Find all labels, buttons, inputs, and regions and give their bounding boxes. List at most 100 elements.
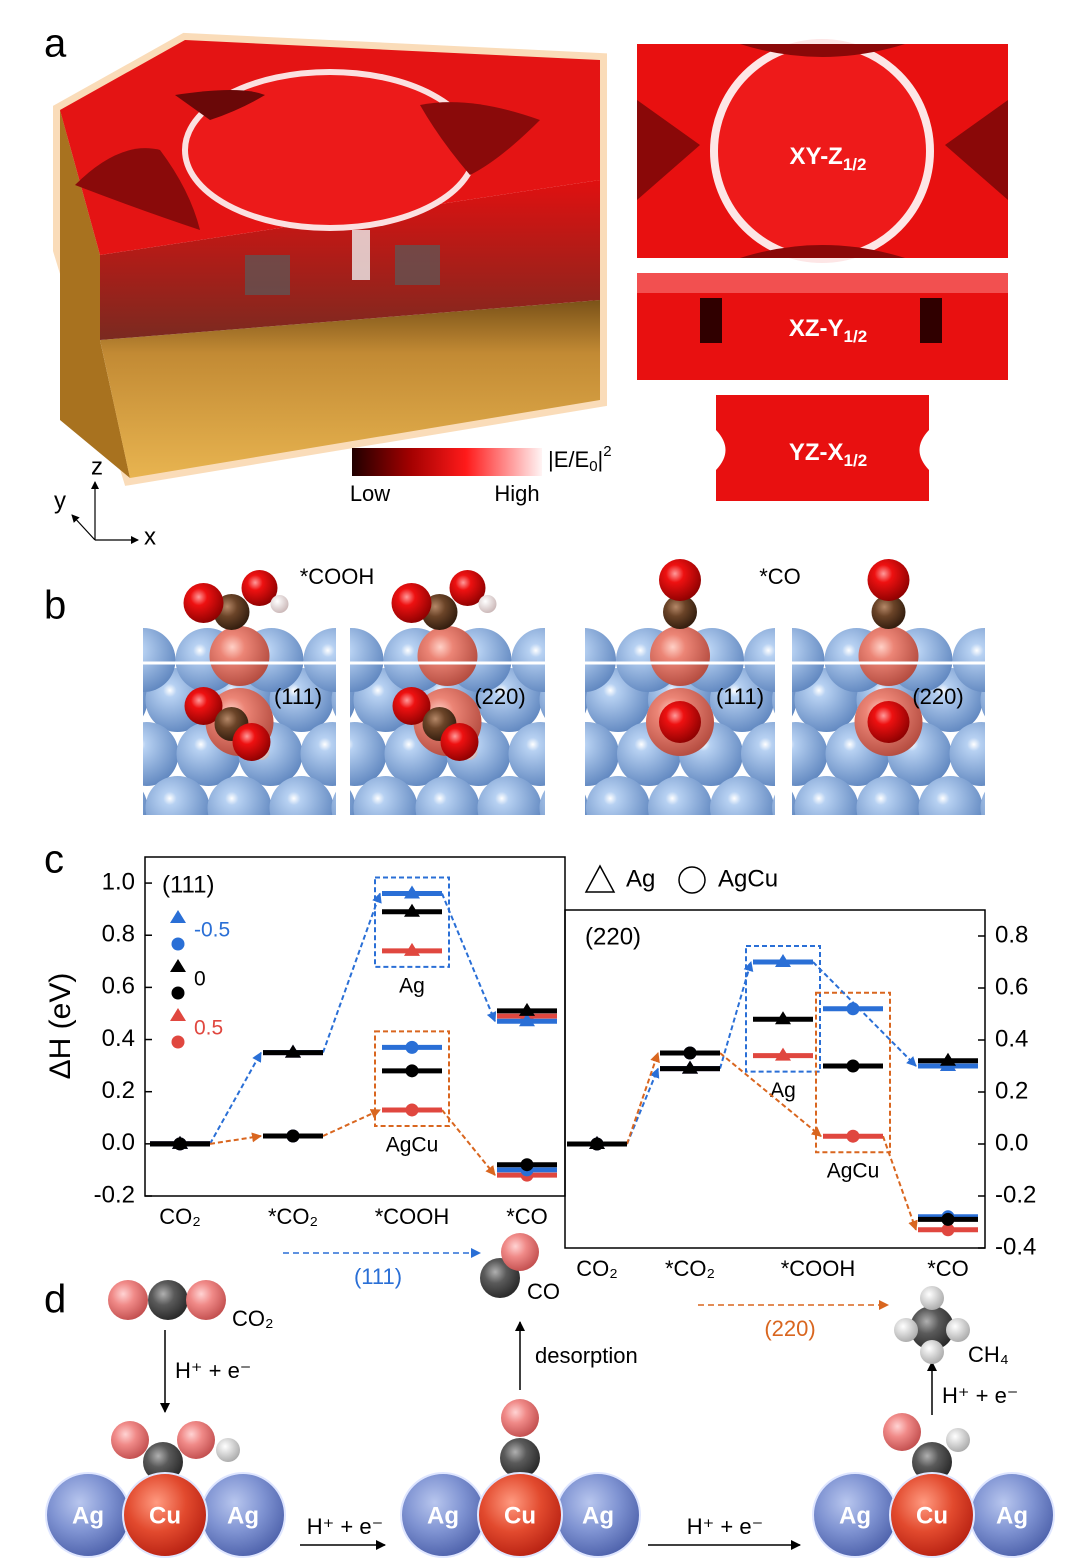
legend-label: AgCu: [718, 865, 778, 892]
atom: [509, 830, 573, 894]
field-light: [637, 273, 1008, 293]
marker-triangle: [519, 1013, 535, 1027]
legend-label: 0.5: [194, 1017, 223, 1040]
marker-triangle: [775, 1011, 791, 1025]
atom: [391, 583, 432, 623]
atom: [571, 830, 635, 894]
slice-label: XY-Z1/2: [790, 143, 867, 174]
axis-y: [71, 514, 96, 541]
atom: [500, 1438, 540, 1478]
marker-circle: [286, 1129, 300, 1143]
atom: [946, 1428, 970, 1452]
group-label: AgCu: [827, 1160, 880, 1183]
x-tick-label: CO₂: [159, 1204, 201, 1229]
atom: [511, 628, 545, 692]
slice-label: XZ-Y1/2: [789, 315, 867, 346]
atom: [449, 570, 486, 606]
x-tick-label: *COOH: [375, 1204, 450, 1229]
cb-title: |E/E: [548, 447, 589, 472]
legend-label: 0: [194, 968, 206, 991]
marker-circle: [846, 1059, 860, 1073]
plot-frame: [564, 909, 986, 1249]
site-label: Cu: [149, 1502, 181, 1529]
atom: [353, 776, 418, 815]
atom: [865, 830, 929, 894]
site-label: Cu: [504, 1502, 536, 1529]
marker-triangle: [682, 1060, 698, 1074]
group-box: [745, 945, 821, 1073]
atom: [826, 830, 890, 894]
atom: [501, 1233, 539, 1271]
axis-label: y: [54, 487, 66, 514]
atom: [241, 570, 278, 606]
x-tick-label: *COOH: [781, 1256, 856, 1281]
legend-circle: [678, 866, 706, 894]
atom: [303, 628, 336, 692]
atom: [508, 722, 545, 786]
atom: [792, 628, 825, 692]
y-tick-label: 0.6: [102, 973, 135, 1000]
atom: [792, 722, 828, 786]
slice-bg: [716, 395, 929, 501]
marker-circle: [941, 1212, 955, 1226]
atom: [477, 776, 542, 815]
atom: [663, 595, 697, 629]
marker-circle: [846, 1129, 860, 1143]
legend-circle: [171, 937, 185, 951]
facet-label: (220): [474, 684, 525, 709]
step-label: H⁺ + e⁻: [942, 1383, 1018, 1408]
atom: [1074, 830, 1079, 894]
atom: [501, 1399, 539, 1437]
atom: [493, 830, 557, 894]
atom: [744, 628, 775, 692]
site-atom: [477, 1472, 563, 1558]
step-label: H⁺ + e⁻: [175, 1358, 251, 1383]
marker-circle: [520, 1158, 534, 1172]
path-arrow: [719, 961, 754, 1069]
legend-triangle: [584, 864, 616, 893]
atom: [949, 722, 985, 786]
atom: [1012, 830, 1076, 894]
atom: [22, 776, 86, 840]
atom: [772, 686, 775, 714]
atom: [659, 559, 701, 601]
slice-yz: YZ-X1/2: [716, 395, 929, 501]
panel-c-chart: -0.2 0.0 0.2 0.4 0.6 0.8 1.0 CO₂ *CO₂ *COOH *CO (11…: [94, 856, 1036, 1281]
site-label: Cu: [916, 1502, 948, 1529]
atom: [177, 1421, 215, 1459]
atom: [946, 1318, 970, 1342]
atom: [186, 1280, 226, 1320]
molecule-label: CO: [527, 1279, 560, 1304]
atom: [143, 628, 176, 692]
y-tick-label: 0.0: [102, 1129, 135, 1156]
y-tick-label: 0.4: [995, 1025, 1028, 1052]
atom: [183, 583, 224, 623]
field-dark: [945, 100, 1008, 200]
site-label: Ag: [227, 1502, 259, 1529]
atom: [350, 722, 387, 786]
marker-circle: [941, 1223, 955, 1237]
atom: [143, 683, 148, 717]
atom: [858, 626, 919, 686]
atom: [856, 776, 921, 815]
group-box: [374, 876, 450, 968]
facet-label: (111): [716, 684, 764, 709]
atom: [585, 722, 619, 786]
path-arrow: [322, 892, 382, 1053]
slice-sub: 1/2: [844, 327, 868, 346]
atom: [710, 776, 774, 815]
step-label: H⁺ + e⁻: [687, 1514, 763, 1539]
atom: [108, 1280, 148, 1320]
group-box: [374, 1030, 450, 1127]
atom: [143, 791, 148, 815]
hole: [395, 245, 440, 285]
legend-label: Ag: [626, 865, 655, 892]
x-tick-label: *CO: [506, 1204, 548, 1229]
atom: [586, 776, 650, 815]
atom: [803, 830, 867, 894]
atom: [269, 776, 334, 815]
panel-label: d: [44, 1278, 66, 1322]
y-axis-label: ΔH (eV): [44, 973, 77, 1080]
molecule-label: CH₄: [968, 1342, 1009, 1367]
